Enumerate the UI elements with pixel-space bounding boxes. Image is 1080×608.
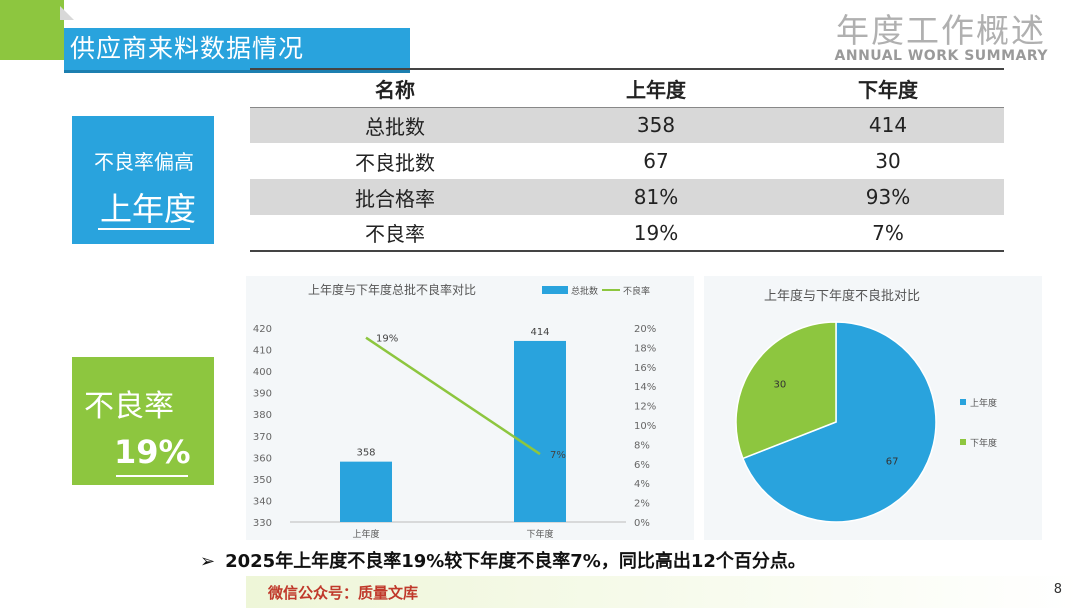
footer-wechat-text: 微信公众号：质量文库 <box>268 584 419 602</box>
header-next-year: 下年度 <box>772 68 1004 108</box>
y-left-tick-label: 400 <box>253 367 272 378</box>
bar-line-chart-panel: 上年度与下年度总批不良率对比 总批数 不良率 330 340 350 360 370 380 39… <box>246 276 694 540</box>
table-cell: 93% <box>772 179 1004 215</box>
card-green-caption: 不良率 <box>84 389 174 424</box>
card-green-underline <box>116 475 188 477</box>
bar-上年度 <box>340 461 392 522</box>
summary-line: ➢ 2025年上年度不良率19%较下年度不良率7%，同比高出12个百分点。 <box>200 547 806 573</box>
y-right-tick-label: 4% <box>634 479 650 490</box>
table-cell: 19% <box>540 215 772 252</box>
line-series-defect-rate <box>365 336 541 456</box>
y-right-tick-label: 8% <box>634 440 650 451</box>
table-cell: 不良率 <box>250 215 540 252</box>
table-cell: 81% <box>540 179 772 215</box>
table-cell: 67 <box>643 149 669 173</box>
y-right-tick-label: 18% <box>634 343 656 354</box>
y-left-tick-label: 370 <box>253 432 272 443</box>
section-title-underline <box>64 70 410 73</box>
pie-chart-title: 上年度与下年度不良批对比 <box>764 288 920 304</box>
legend-label: 下年度 <box>970 437 997 449</box>
table-cell: 不良批数 <box>355 150 435 175</box>
y-left-tick-label: 420 <box>253 324 272 335</box>
bar-line-chart: 上年度与下年度总批不良率对比 总批数 不良率 330 340 350 360 370 380 39… <box>253 282 656 540</box>
table-cell: 7% <box>772 215 1004 252</box>
pie-slice-上年度 <box>741 321 937 523</box>
table-cell: 批合格率 <box>250 179 540 215</box>
legend-swatch-bar <box>542 286 568 294</box>
y-right-tick-label: 0% <box>634 518 650 529</box>
bar-下年度 <box>514 340 566 522</box>
y-left-tick-label: 330 <box>253 518 272 529</box>
brand-title-cn: 年度工作概述 <box>836 11 1046 50</box>
y-right-tick-label: 10% <box>634 421 656 432</box>
y-right-tick-label: 6% <box>634 460 650 471</box>
page-number: 8 <box>1053 582 1062 597</box>
legend-swatch <box>960 439 966 445</box>
pie-chart-panel: 上年度与下年度不良批对比 67 30 上年度下年度 <box>704 276 1042 540</box>
chart-title: 上年度与下年度总批不良率对比 <box>308 282 476 297</box>
y-left-tick-label: 340 <box>253 496 272 507</box>
table-row: 批合格率 81% 93% <box>250 179 1004 215</box>
x-tick-label: 下年度 <box>526 528 553 540</box>
highlight-card-green: 不良率 19% <box>72 357 214 485</box>
highlight-card-blue: 不良率偏高 上年度 <box>72 116 214 244</box>
table-cell: 414 <box>772 107 1004 143</box>
header-last-year: 上年度 <box>540 68 772 108</box>
x-tick-label: 上年度 <box>352 528 379 540</box>
legend-label: 不良率 <box>623 285 650 297</box>
card-blue-caption: 不良率偏高 <box>94 150 194 174</box>
y-left-tick-label: 390 <box>253 389 272 400</box>
card-green-value: 19% <box>114 433 191 471</box>
corner-decoration <box>0 0 64 60</box>
y-left-tick-label: 360 <box>253 453 272 464</box>
y-left-tick-label: 380 <box>253 410 272 421</box>
legend-label: 上年度 <box>970 397 997 409</box>
y-left-tick-label: 350 <box>253 475 272 486</box>
table-header-row: 名称 上年度 下年度 <box>250 68 1004 108</box>
y-left-tick-label: 410 <box>253 346 272 357</box>
table-cell: 30 <box>875 149 901 173</box>
y-right-tick-label: 14% <box>634 382 656 393</box>
table-cell: 358 <box>540 107 772 143</box>
legend-swatch <box>960 399 966 405</box>
corner-notch-decoration <box>60 6 74 20</box>
table-row: 不良批数 67 30 <box>250 143 1004 179</box>
y-right-tick-label: 12% <box>634 402 656 413</box>
table-row: 不良率 19% 7% <box>250 215 1004 252</box>
header-name: 名称 <box>250 68 540 108</box>
y-right-tick-label: 20% <box>634 324 656 335</box>
pie-data-label: 30 <box>773 380 786 391</box>
line-data-label: 19% <box>376 334 398 345</box>
bar-data-label: 414 <box>530 327 549 338</box>
card-blue-underline <box>98 228 190 230</box>
footer-bar <box>246 576 1080 608</box>
table-row: 总批数 358 414 <box>250 107 1004 143</box>
card-blue-value: 上年度 <box>100 190 197 228</box>
legend-label: 总批数 <box>571 285 598 297</box>
arrow-icon: ➢ <box>200 551 216 572</box>
line-data-label: 7% <box>550 450 566 461</box>
y-right-tick-label: 2% <box>634 499 650 510</box>
pie-data-label: 67 <box>886 456 899 467</box>
pie-slice-下年度 <box>735 321 837 460</box>
bar-data-label: 358 <box>356 448 375 459</box>
y-right-tick-label: 16% <box>634 363 656 374</box>
summary-text: 2025年上年度不良率19%较下年度不良率7%，同比高出12个百分点。 <box>225 551 806 572</box>
brand-title-en: ANNUAL WORK SUMMARY <box>834 48 1048 64</box>
data-table: 名称 上年度 下年度 总批数 358 414 不良批数 67 30 批合格率 8… <box>250 68 1004 252</box>
section-title: 供应商来料数据情况 <box>64 28 410 70</box>
table-cell: 总批数 <box>250 107 540 143</box>
